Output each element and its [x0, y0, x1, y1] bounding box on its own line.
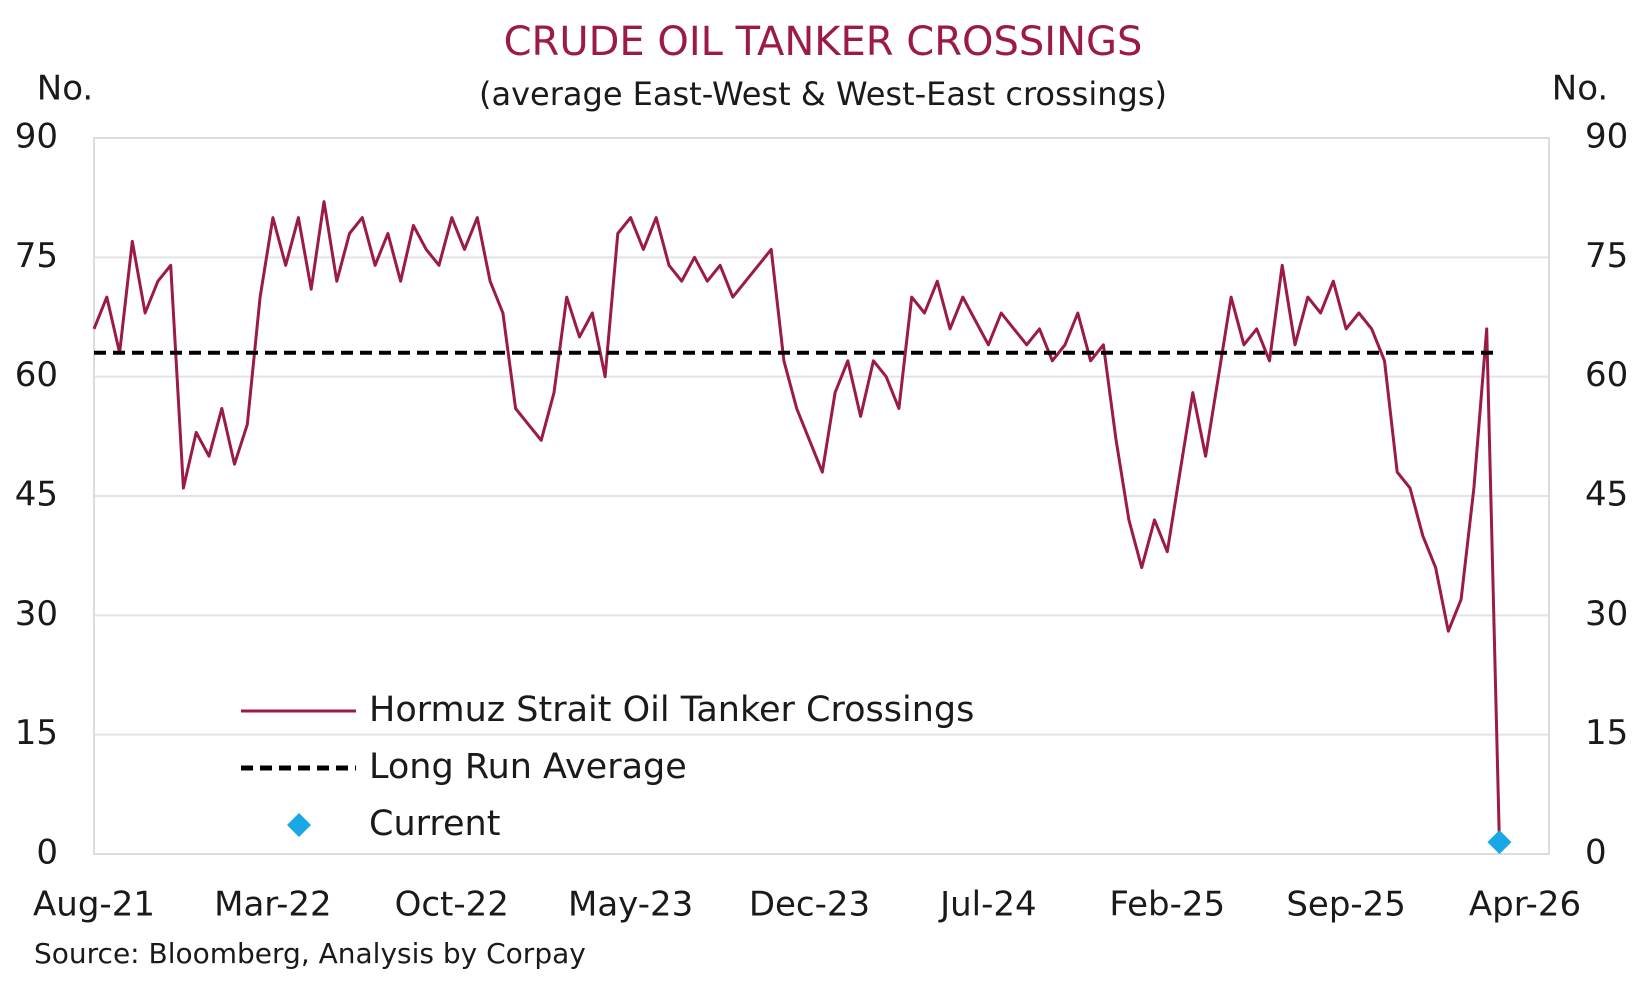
x-tick-label: Feb-25	[1109, 885, 1225, 925]
y2-tick-label: 15	[1585, 713, 1628, 753]
x-tick-label: Sep-25	[1286, 885, 1406, 925]
chart-title: CRUDE OIL TANKER CROSSINGS	[504, 19, 1143, 65]
current-marker	[1487, 830, 1512, 855]
chart-subtitle: (average East-West & West-East crossings…	[479, 75, 1167, 113]
y-axis-label: No.	[37, 69, 93, 109]
x-tick-label: Jul-24	[938, 885, 1037, 925]
legend-label: Current	[369, 804, 500, 844]
x-tick-label: May-23	[568, 885, 693, 925]
y2-tick-label: 45	[1585, 475, 1628, 515]
x-tick-label: Mar-22	[214, 885, 332, 925]
y-tick-label: 75	[15, 236, 58, 276]
y-tick-label: 15	[15, 713, 58, 753]
y2-axis-label: No.	[1552, 69, 1608, 109]
y-tick-label: 90	[15, 117, 58, 157]
grid	[94, 137, 1549, 855]
y2-tick-label: 0	[1585, 833, 1607, 873]
y2-tick-label: 75	[1585, 236, 1628, 276]
legend-marker	[287, 813, 311, 837]
x-tick-label: Dec-23	[749, 885, 870, 925]
legend-label: Hormuz Strait Oil Tanker Crossings	[369, 690, 974, 730]
y-tick-label: 30	[15, 594, 58, 634]
x-tick-label: Oct-22	[395, 885, 509, 925]
source-note: Source: Bloomberg, Analysis by Corpay	[34, 937, 586, 970]
y-tick-label: 0	[36, 833, 58, 873]
y2-tick-label: 30	[1585, 594, 1628, 634]
y2-tick-label: 90	[1585, 117, 1628, 157]
y-tick-label: 60	[15, 355, 58, 395]
legend-label: Long Run Average	[369, 747, 687, 787]
x-tick-label: Apr-26	[1469, 885, 1581, 925]
x-tick-label: Aug-21	[33, 885, 155, 925]
y2-tick-label: 60	[1585, 355, 1628, 395]
y-tick-label: 45	[15, 475, 58, 515]
data-line	[92, 200, 1501, 843]
